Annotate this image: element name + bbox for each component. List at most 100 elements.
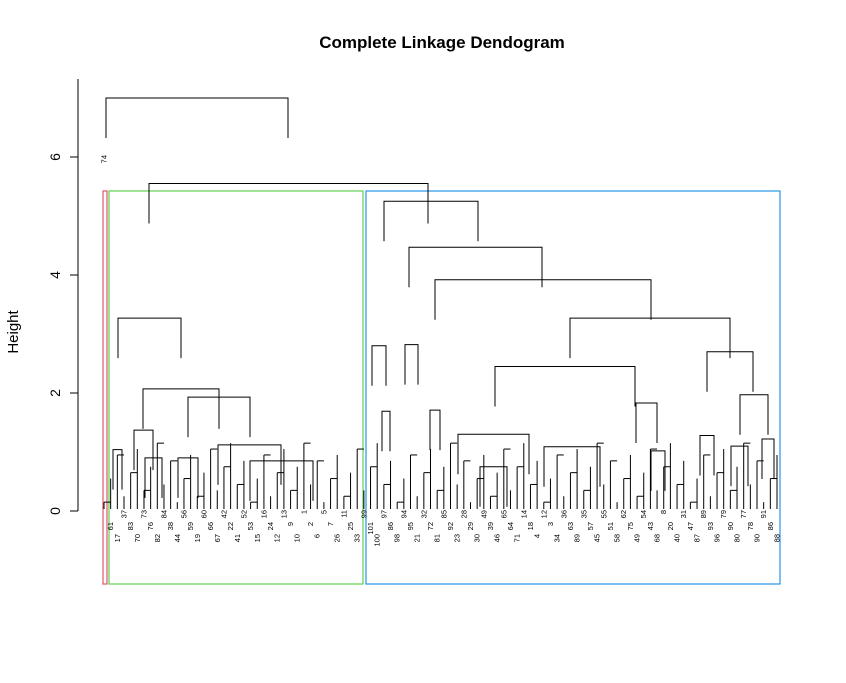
- merge-link: [739, 394, 769, 435]
- leaf-label: 99: [359, 510, 368, 518]
- cluster-box: [108, 190, 364, 585]
- y-tick-label: 2: [47, 389, 63, 397]
- leaf-label: 74: [100, 155, 109, 163]
- merge-link: [148, 183, 429, 224]
- leaf-label: 56: [179, 510, 188, 518]
- leaf-label: 11: [339, 510, 348, 518]
- leaf-label: 88: [773, 534, 782, 542]
- leaf-label: 25: [346, 522, 355, 530]
- merge-link: [133, 429, 154, 471]
- leaf-label: 98: [393, 534, 402, 542]
- y-tick-label: 4: [47, 271, 63, 279]
- merge-link: [381, 410, 391, 452]
- leaf-label: 40: [673, 534, 682, 542]
- leaf-label: 16: [259, 510, 268, 518]
- merge-link: [543, 446, 601, 487]
- merge-link: [457, 433, 530, 475]
- leaf-label: 95: [406, 522, 415, 530]
- merge-link: [730, 445, 749, 487]
- merge-link: [699, 434, 715, 476]
- leaf-label: 60: [199, 510, 208, 518]
- dendrogram-tree: [103, 97, 778, 509]
- leaf-label: 54: [639, 510, 648, 518]
- y-axis-label: Height: [5, 309, 22, 353]
- leaf-label: 44: [173, 534, 182, 542]
- leaf-label: 94: [399, 510, 408, 518]
- leaf-label: 96: [713, 534, 722, 542]
- merge-link: [177, 457, 199, 498]
- leaf-label: 100: [373, 534, 382, 547]
- merge-link: [434, 279, 652, 320]
- leaf-label: 5: [319, 510, 328, 514]
- merge-link: [761, 438, 775, 480]
- leaf-label: 52: [239, 510, 248, 518]
- leaf-label: 8: [659, 510, 668, 514]
- leaf-label: 65: [499, 510, 508, 518]
- leaf-label: 51: [606, 522, 615, 530]
- leaf-label: 93: [706, 522, 715, 530]
- leaf-label: 39: [486, 522, 495, 530]
- leaf-labels: 7461173783707376828438445659196066674222…: [100, 155, 782, 547]
- y-axis: 0 2 4 6: [47, 79, 79, 515]
- leaf-label: 53: [246, 522, 255, 530]
- leaf-label: 101: [366, 522, 375, 535]
- leaf-label: 57: [586, 522, 595, 530]
- leaf-label: 14: [519, 510, 528, 518]
- leaf-label: 19: [193, 534, 202, 542]
- leaf-label: 58: [613, 534, 622, 542]
- merge-link: [408, 246, 543, 288]
- leaf-label: 61: [106, 522, 115, 530]
- merge-link: [650, 450, 666, 491]
- merge-link: [105, 97, 289, 138]
- leaf-label: 23: [453, 534, 462, 542]
- leaf-label: 35: [579, 510, 588, 518]
- leaf-label: 80: [733, 534, 742, 542]
- merge-link: [706, 351, 754, 392]
- leaf-label: 37: [119, 510, 128, 518]
- leaf-label: 49: [633, 534, 642, 542]
- leaf-label: 87: [693, 534, 702, 542]
- leaf-label: 9: [286, 522, 295, 526]
- y-tick-label: 0: [47, 507, 63, 515]
- leaf-label: 66: [206, 522, 215, 530]
- leaf-label: 75: [626, 522, 635, 530]
- leaf-label: 15: [253, 534, 262, 542]
- leaf-label: 79: [719, 510, 728, 518]
- leaf-label: 46: [493, 534, 502, 542]
- leaf-label: 76: [146, 522, 155, 530]
- leaf-label: 77: [739, 510, 748, 518]
- leaf-label: 4: [533, 534, 542, 538]
- merge-link: [635, 402, 658, 444]
- leaf-label: 92: [446, 522, 455, 530]
- merge-link: [144, 457, 163, 498]
- leaf-label: 49: [479, 510, 488, 518]
- merge-link: [494, 365, 636, 407]
- leaf-label: 22: [226, 522, 235, 530]
- leaf-label: 84: [159, 510, 168, 518]
- leaf-label: 2: [306, 522, 315, 526]
- leaf-label: 55: [599, 510, 608, 518]
- leaf-label: 33: [353, 534, 362, 542]
- leaf-label: 45: [593, 534, 602, 542]
- leaf-label: 34: [553, 534, 562, 542]
- leaf-label: 90: [726, 522, 735, 530]
- merge-link: [383, 200, 479, 242]
- leaf-label: 7: [326, 522, 335, 526]
- leaf-label: 30: [473, 534, 482, 542]
- merge-link: [429, 409, 441, 451]
- leaf-label: 42: [219, 510, 228, 518]
- leaf-label: 32: [419, 510, 428, 518]
- leaf-label: 24: [266, 522, 275, 530]
- leaf-label: 67: [213, 534, 222, 542]
- leaf-label: 71: [513, 534, 522, 542]
- leaf-label: 28: [459, 510, 468, 518]
- leaf-label: 18: [526, 522, 535, 530]
- merge-link: [569, 317, 731, 359]
- leaf-label: 10: [293, 534, 302, 542]
- leaf-label: 83: [126, 522, 135, 530]
- merge-link: [142, 388, 220, 429]
- leaf-label: 64: [506, 522, 515, 530]
- leaf-label: 17: [113, 534, 122, 542]
- leaf-label: 29: [466, 522, 475, 530]
- leaf-label: 90: [753, 534, 762, 542]
